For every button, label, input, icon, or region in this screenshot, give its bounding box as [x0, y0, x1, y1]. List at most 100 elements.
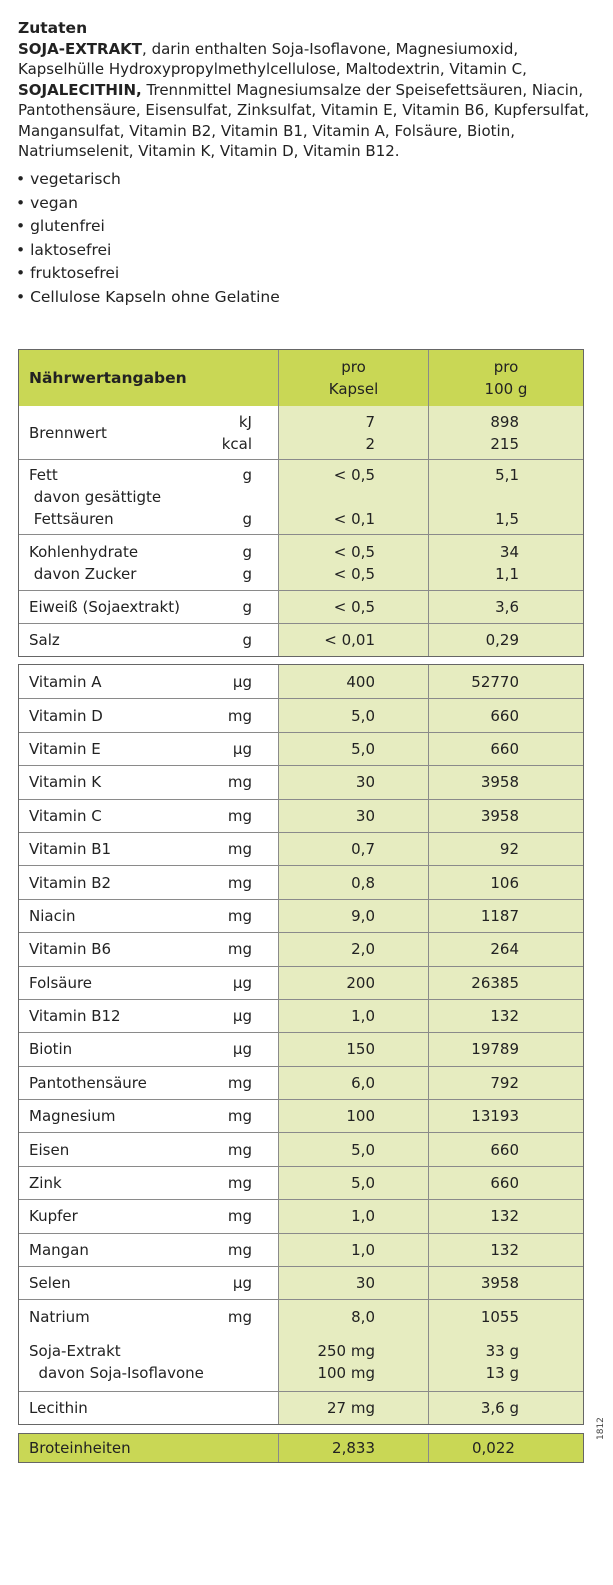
- nutrient-name: Fett davon gesättigte Fettsäuren: [19, 460, 207, 534]
- per-capsule-value-text: 30: [355, 806, 375, 825]
- bread-units-per100: 0,022: [429, 1434, 583, 1462]
- nutrition-row: Fett davon gesättigte Fettsäuren g ​ g < 0,5…: [19, 459, 583, 534]
- per-capsule-value-text: 100 mg: [317, 1363, 375, 1382]
- nutrient-name-text: davon Zucker: [29, 564, 137, 583]
- per-capsule-value: 400: [279, 665, 429, 699]
- micronutrient-unit: mg: [207, 699, 279, 732]
- nutrient-unit-text: g: [242, 631, 252, 649]
- per-100g-value-text: 1055: [480, 1307, 519, 1326]
- per-capsule-value-text: 150: [346, 1040, 375, 1059]
- ingredient-sojalecithin: SOJALECITHIN,: [18, 80, 142, 99]
- per-capsule-value-text: 7: [365, 412, 375, 431]
- per-100g-value-text: 3,6 g: [480, 1398, 519, 1417]
- micronutrient-name-text: Vitamin B2: [29, 873, 112, 892]
- per-100g-value: 3,6 g: [429, 1391, 583, 1424]
- micronutrient-unit-text: mg: [227, 706, 252, 725]
- per-100g-value-text: 132: [490, 1240, 519, 1259]
- nutrition-row: Brennwert kJ kcal 7 2 898 215: [19, 406, 583, 459]
- ingredients-block: Zutaten SOJA-EXTRAKT, darin enthalten So…: [18, 18, 590, 162]
- micronutrient-unit: mg: [207, 799, 279, 832]
- per-capsule-value-text: < 0,5: [333, 598, 375, 616]
- micronutrient-unit: µg: [207, 999, 279, 1033]
- micronutrient-row: Vitamin D mg 5,0 660: [19, 698, 583, 732]
- micronutrient-name-text: Vitamin E: [29, 739, 101, 758]
- micronutrient-unit: µg: [207, 732, 279, 766]
- micronutrient-name-text: Magnesium: [29, 1107, 116, 1126]
- per-100g-value: 1055: [429, 1300, 583, 1333]
- nutrient-unit: g ​ g: [207, 460, 279, 534]
- per-100g-value: 26385: [429, 966, 583, 999]
- micronutrient-row: Zink mg 5,0 660: [19, 1165, 583, 1200]
- ingredients-text: SOJA-EXTRAKT, darin enthalten Soja-Isofl…: [18, 39, 590, 162]
- per-100g-value-text: 660: [490, 1140, 519, 1159]
- per-100g-value: 33 g 13 g: [429, 1332, 583, 1391]
- per-100g-value: 660: [429, 1133, 583, 1166]
- micronutrient-row: Niacin mg 9,0 1187: [19, 898, 583, 933]
- micronutrient-unit-text: mg: [227, 1140, 252, 1159]
- per-100g-value-text: 0,29: [485, 631, 519, 649]
- micronutrient-name: Vitamin B12: [19, 1000, 207, 1032]
- micronutrient-row: Natrium mg 8,0 1055: [19, 1299, 583, 1333]
- nutrient-name: Salz: [19, 624, 207, 656]
- micronutrient-row: Folsäure µg 200 26385: [19, 965, 583, 999]
- nutrition-table-header: Nährwertangaben pro Kapsel pro 100 g: [19, 350, 583, 406]
- per-100g-value-text: 106: [490, 873, 519, 892]
- per-100g-value-text: 26385: [471, 973, 519, 992]
- per-capsule-value: 30: [279, 1267, 429, 1300]
- per-100g-value-text: 92: [499, 840, 519, 859]
- per-100g-value-text: 3958: [480, 806, 519, 825]
- per-capsule-value-text: < 0,01: [324, 631, 375, 649]
- micronutrient-unit: mg: [207, 1100, 279, 1133]
- per-capsule-value: 8,0: [279, 1300, 429, 1333]
- micronutrient-unit-text: mg: [227, 1207, 252, 1226]
- feature-item: • vegetarisch: [16, 170, 121, 188]
- per-capsule-value-text: 8,0: [351, 1307, 375, 1326]
- nutrient-unit: g: [207, 624, 279, 656]
- micronutrient-unit-text: µg: [232, 1274, 252, 1293]
- per-100g-value-text: 33 g: [485, 1341, 519, 1360]
- micronutrient-unit-text: µg: [232, 1007, 252, 1026]
- per-capsule-value: 9,0: [279, 899, 429, 933]
- ingredient-soja-extrakt: SOJA-EXTRAKT: [18, 39, 143, 58]
- bread-units-label: Broteinheiten: [19, 1434, 279, 1462]
- per-100g-value-text: 5,1: [495, 466, 519, 484]
- feature-list: • vegetarisch • vegan • glutenfrei • lak…: [16, 168, 280, 309]
- per-100g-value-text: 52770: [471, 672, 519, 691]
- micronutrient-unit: µg: [207, 966, 279, 999]
- micronutrient-name-text: Biotin: [29, 1040, 73, 1059]
- per-capsule-value: 100: [279, 1100, 429, 1133]
- per-capsule-value: 1,0: [279, 1233, 429, 1267]
- micronutrient-name: Vitamin E: [19, 733, 207, 765]
- per-100g-value: 660: [429, 1166, 583, 1200]
- nutrient-name: Brennwert: [19, 406, 207, 459]
- per-100g-value: 1187: [429, 899, 583, 933]
- per-capsule-value: 2,0: [279, 933, 429, 966]
- micronutrient-name-text: Vitamin K: [29, 773, 102, 792]
- micronutrient-name-text: Zink: [29, 1174, 62, 1193]
- per-100g-value: 52770: [429, 665, 583, 699]
- per-capsule-value: 250 mg 100 mg: [279, 1332, 429, 1391]
- micronutrient-row: Eisen mg 5,0 660: [19, 1132, 583, 1166]
- per-capsule-value: 30: [279, 766, 429, 799]
- micronutrient-row: Magnesium mg 100 13193: [19, 1099, 583, 1133]
- micronutrient-unit-text: mg: [227, 1073, 252, 1092]
- micronutrient-name: Natrium: [19, 1300, 207, 1332]
- micronutrient-name: Eisen: [19, 1133, 207, 1165]
- per-100g-value: 660: [429, 732, 583, 766]
- per-capsule-value-text: < 0,1: [333, 510, 375, 528]
- ingredient-list-part: Trennmittel Magnesiumsalze der Speisefet…: [18, 80, 590, 161]
- per-capsule-value: 5,0: [279, 1166, 429, 1200]
- micronutrient-name-text: Vitamin D: [29, 706, 103, 725]
- per-capsule-value-text: 5,0: [351, 1174, 375, 1193]
- per-capsule-value-text: 1,0: [351, 1207, 375, 1226]
- per-capsule-value-text: 5,0: [351, 1140, 375, 1159]
- per-capsule-value: 0,7: [279, 832, 429, 866]
- per-100g-value-text: 3958: [480, 1274, 519, 1293]
- nutrient-unit-text: ​: [207, 486, 252, 508]
- feature-item: • vegan: [16, 193, 78, 212]
- per-capsule-value-text: 100: [346, 1107, 375, 1126]
- per-100g-value: 106: [429, 866, 583, 899]
- nutrition-row: Kohlenhydrate davon Zucker g g < 0,5 < 0,5 34…: [19, 534, 583, 590]
- micronutrient-unit: mg: [207, 899, 279, 933]
